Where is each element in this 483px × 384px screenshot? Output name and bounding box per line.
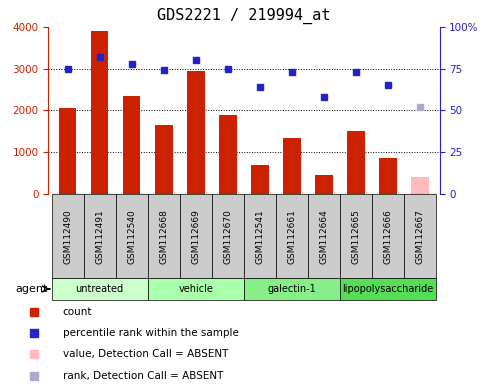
Bar xyxy=(412,177,429,194)
Bar xyxy=(283,137,301,194)
Bar xyxy=(187,71,205,194)
Text: GSM112670: GSM112670 xyxy=(223,209,232,263)
Bar xyxy=(251,165,269,194)
Bar xyxy=(59,108,76,194)
Bar xyxy=(347,131,365,194)
Text: GSM112666: GSM112666 xyxy=(384,209,393,263)
Text: GSM112667: GSM112667 xyxy=(416,209,425,263)
Text: GSM112669: GSM112669 xyxy=(191,209,200,263)
Text: galectin-1: galectin-1 xyxy=(268,284,316,294)
Bar xyxy=(219,114,237,194)
Text: GSM112665: GSM112665 xyxy=(352,209,361,263)
Text: GSM112490: GSM112490 xyxy=(63,209,72,263)
Bar xyxy=(148,278,244,300)
Text: GSM112664: GSM112664 xyxy=(320,209,328,263)
Bar xyxy=(244,278,340,300)
Bar xyxy=(148,194,180,278)
Bar xyxy=(123,96,141,194)
Bar xyxy=(244,194,276,278)
Text: untreated: untreated xyxy=(75,284,124,294)
Text: value, Detection Call = ABSENT: value, Detection Call = ABSENT xyxy=(63,349,228,359)
Text: GSM112668: GSM112668 xyxy=(159,209,168,263)
Text: GSM112541: GSM112541 xyxy=(256,209,265,263)
Bar xyxy=(180,194,212,278)
Text: count: count xyxy=(63,307,92,317)
Bar xyxy=(372,194,404,278)
Text: GSM112491: GSM112491 xyxy=(95,209,104,263)
Text: lipopolysaccharide: lipopolysaccharide xyxy=(342,284,434,294)
Text: percentile rank within the sample: percentile rank within the sample xyxy=(63,328,239,338)
Bar xyxy=(52,278,148,300)
Bar xyxy=(340,194,372,278)
Bar xyxy=(340,278,436,300)
Text: GSM112661: GSM112661 xyxy=(287,209,297,263)
Bar xyxy=(212,194,244,278)
Bar xyxy=(315,175,333,194)
Text: vehicle: vehicle xyxy=(178,284,213,294)
Bar xyxy=(380,159,397,194)
Text: agent: agent xyxy=(15,284,48,294)
Title: GDS2221 / 219994_at: GDS2221 / 219994_at xyxy=(157,8,330,24)
Text: GSM112540: GSM112540 xyxy=(127,209,136,263)
Text: rank, Detection Call = ABSENT: rank, Detection Call = ABSENT xyxy=(63,371,223,381)
Bar xyxy=(155,125,172,194)
Bar xyxy=(404,194,436,278)
Bar xyxy=(308,194,340,278)
Bar xyxy=(52,194,84,278)
Bar xyxy=(91,31,108,194)
Bar xyxy=(276,194,308,278)
Bar xyxy=(115,194,148,278)
Bar xyxy=(84,194,115,278)
